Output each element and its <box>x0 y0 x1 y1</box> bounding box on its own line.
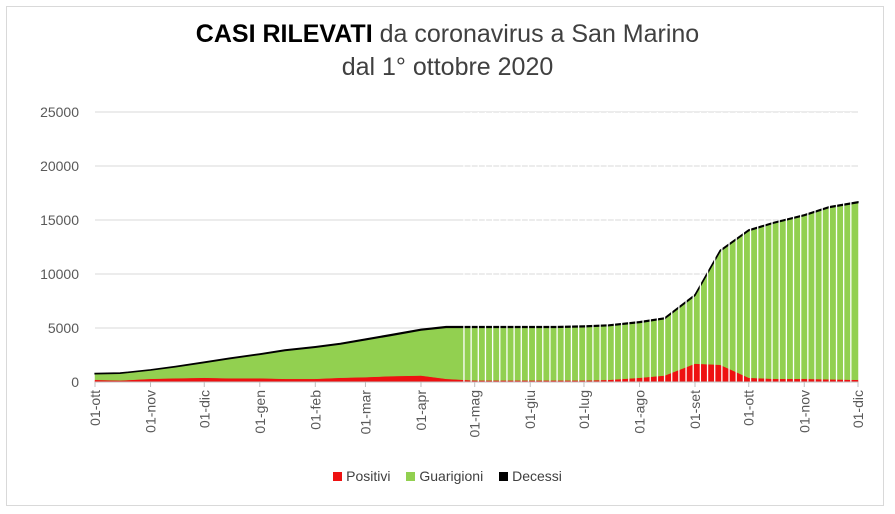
x-tick-label: 01-giu <box>522 390 538 429</box>
x-tick-label: 01-lug <box>576 390 592 429</box>
legend-swatch-positivi <box>333 472 343 481</box>
legend-label: Positivi <box>346 468 391 484</box>
legend-label: Guarigioni <box>419 468 484 484</box>
x-tick-label: 01-mar <box>357 390 373 435</box>
chart-title: CASI RILEVATI da coronavirus a San Marin… <box>0 18 895 84</box>
title-bold: CASI RILEVATI <box>195 20 373 48</box>
x-tick-label: 01-dic <box>850 390 866 428</box>
y-tick-label: 20000 <box>40 158 79 174</box>
y-tick-label: 15000 <box>40 212 79 228</box>
legend: Positivi Guarigioni Decessi <box>0 468 895 484</box>
x-tick-label: 01-ott <box>741 390 757 426</box>
x-tick-label: 01-nov <box>143 390 159 433</box>
legend-swatch-decessi <box>499 472 509 481</box>
y-tick-label: 10000 <box>40 266 79 282</box>
x-tick-label: 01-gen <box>252 390 268 434</box>
y-tick-label: 0 <box>71 374 79 390</box>
y-axis: 0 5000 10000 15000 20000 25000 <box>40 104 79 390</box>
x-tick-label: 01-ott <box>87 390 103 426</box>
x-axis: 01-ott 01-nov 01-dic 01-gen 01-feb 01-mar 01-a… <box>87 381 866 437</box>
x-tick-label: 01-ago <box>631 390 647 434</box>
x-tick-label: 01-apr <box>413 390 429 431</box>
x-tick-label: 01-mag <box>467 390 483 437</box>
legend-label: Decessi <box>512 468 562 484</box>
title-line-2: dal 1° ottobre 2020 <box>341 53 554 81</box>
legend-swatch-guarigioni <box>406 472 416 481</box>
y-tick-label: 25000 <box>40 104 79 120</box>
x-tick-label: 01-dic <box>196 390 212 428</box>
legend-item-positivi: Positivi <box>333 468 390 484</box>
legend-item-decessi: Decessi <box>499 468 562 484</box>
title-rest: da coronavirus a San Marino <box>372 20 700 48</box>
x-tick-label: 01-feb <box>307 390 323 430</box>
x-tick-label: 01-nov <box>796 390 812 433</box>
y-tick-label: 5000 <box>48 320 79 336</box>
title-line-1: CASI RILEVATI da coronavirus a San Marin… <box>0 18 895 51</box>
x-tick-label: 01-set <box>687 390 703 429</box>
area-decessi <box>94 200 859 375</box>
legend-item-guarigioni: Guarigioni <box>406 468 483 484</box>
chart-areas <box>94 112 859 383</box>
